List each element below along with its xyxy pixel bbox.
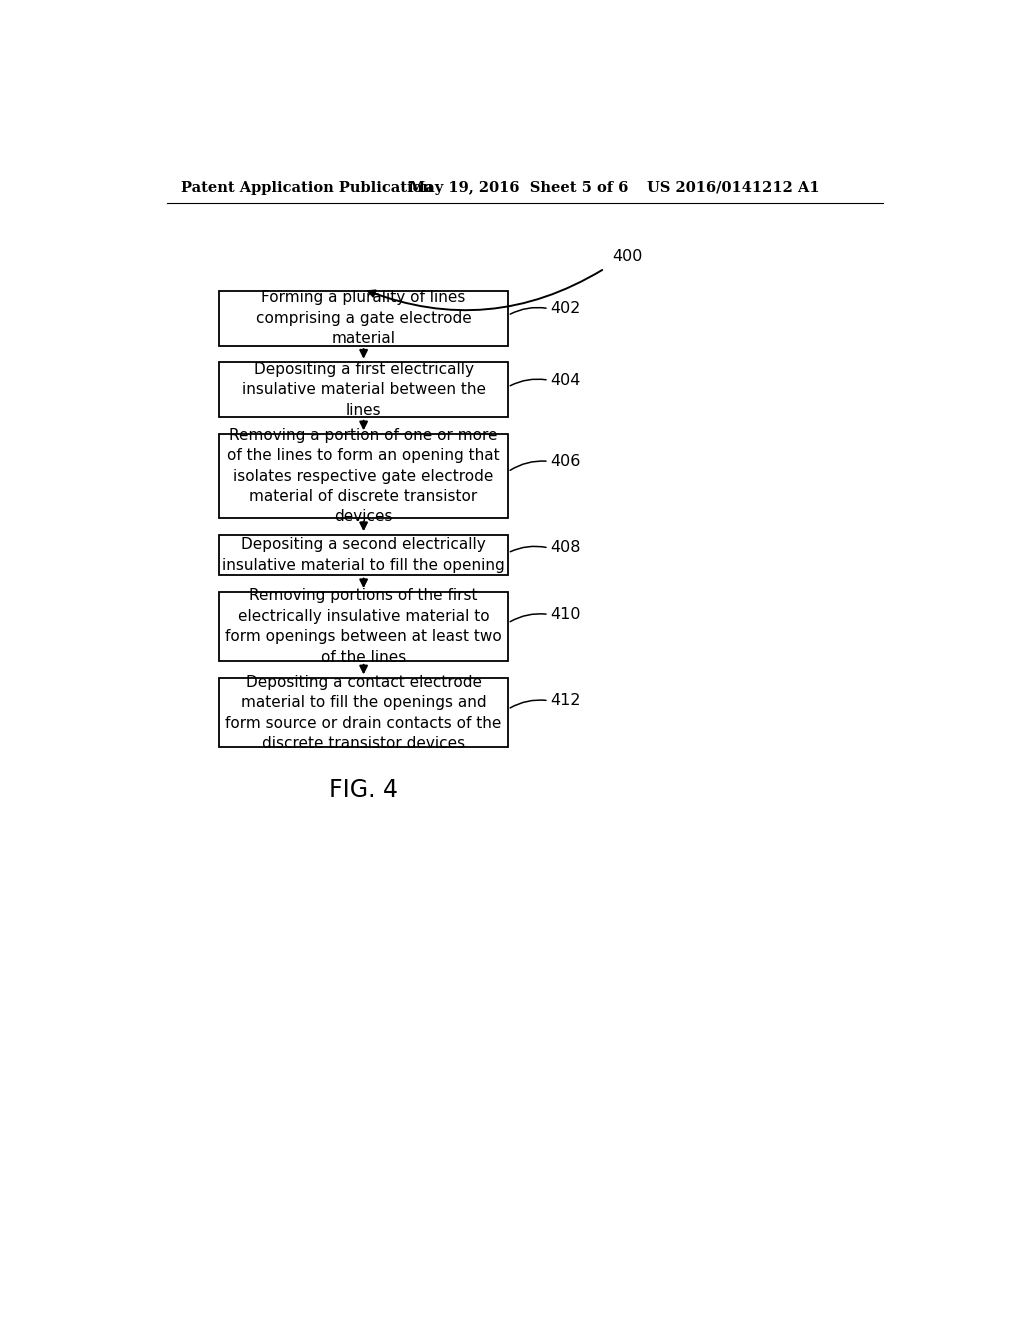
Bar	[219, 363, 508, 417]
Text: 406: 406	[550, 454, 581, 469]
Text: 410: 410	[550, 607, 581, 622]
Bar	[219, 591, 508, 661]
Text: Removing portions of the first
electrically insulative material to
form openings: Removing portions of the first electrica…	[225, 589, 502, 665]
Text: 402: 402	[550, 301, 581, 315]
Text: Depositing a first electrically
insulative material between the
lines: Depositing a first electrically insulati…	[242, 362, 485, 417]
Bar	[219, 535, 508, 576]
Text: 412: 412	[550, 693, 581, 708]
Text: Removing a portion of one or more
of the lines to form an opening that
isolates : Removing a portion of one or more of the…	[227, 428, 500, 524]
Bar	[219, 434, 508, 517]
Text: Forming a plurality of lines
comprising a gate electrode
material: Forming a plurality of lines comprising …	[256, 290, 471, 346]
Text: FIG. 4: FIG. 4	[329, 777, 398, 801]
Text: May 19, 2016  Sheet 5 of 6: May 19, 2016 Sheet 5 of 6	[409, 181, 628, 194]
Text: Depositing a second electrically
insulative material to fill the opening: Depositing a second electrically insulat…	[222, 537, 505, 573]
Text: US 2016/0141212 A1: US 2016/0141212 A1	[647, 181, 820, 194]
Text: Patent Application Publication: Patent Application Publication	[180, 181, 433, 194]
Bar	[219, 290, 508, 346]
Text: Depositing a contact electrode
material to fill the openings and
form source or : Depositing a contact electrode material …	[225, 675, 502, 751]
Text: 408: 408	[550, 540, 581, 556]
Text: 400: 400	[612, 248, 643, 264]
Bar	[219, 678, 508, 747]
Text: 404: 404	[550, 372, 581, 388]
